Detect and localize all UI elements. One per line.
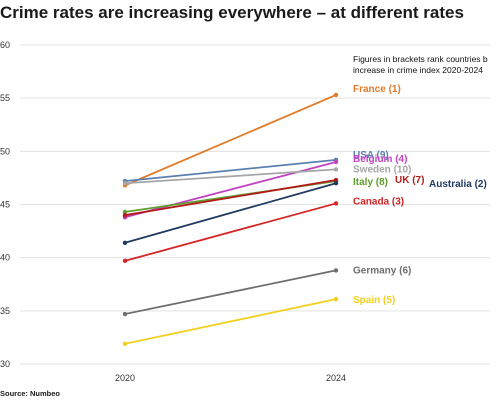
series-line [124, 298, 337, 345]
series-line [124, 179, 337, 217]
x-axis-ticks: 2020 2024 [115, 373, 346, 383]
series-labels: France (1) USA (9)Belgium (4)Sweden (10) I… [353, 84, 487, 306]
series-label: UK (7) [395, 175, 424, 186]
data-point [333, 177, 339, 183]
data-point [122, 240, 128, 245]
annotation-line-2: increase in crime index 2020-2024 [353, 65, 483, 75]
series-label: Italy (8) [353, 177, 388, 188]
series-label: Germany (6) [353, 265, 411, 276]
x-tick-label: 2020 [115, 373, 135, 383]
data-point [333, 201, 339, 206]
series-line [124, 168, 337, 185]
data-point [333, 159, 339, 165]
data-point [333, 181, 339, 186]
series-label: Spain (5) [353, 295, 395, 306]
data-point [122, 311, 128, 317]
y-tick-label: 40 [0, 253, 10, 263]
source-note: Source: Numbeo [0, 389, 60, 398]
series-label: France (1) [353, 84, 401, 95]
series-label: Australia (2) [429, 179, 487, 190]
data-point [122, 258, 128, 264]
x-tick-label: 2024 [326, 373, 346, 383]
y-tick-label: 35 [0, 306, 10, 316]
y-tick-label: 55 [0, 93, 10, 103]
y-tick-label: 45 [0, 200, 10, 210]
data-point [122, 212, 128, 218]
series-line [124, 94, 337, 187]
y-tick-label: 30 [0, 359, 10, 369]
series-label: Sweden (10) [353, 164, 411, 175]
annotation-line-1: Figures in brackets rank countries b [353, 54, 488, 64]
series-label: USA (9) [353, 150, 389, 161]
data-point [122, 181, 128, 186]
series-line [124, 182, 337, 244]
y-axis-ticks: 30 35 40 45 50 55 60 [0, 40, 10, 369]
data-point [333, 268, 339, 273]
series-line [124, 158, 337, 183]
data-point [333, 92, 339, 98]
series-line [124, 202, 337, 262]
data-point [333, 296, 339, 302]
y-tick-label: 60 [0, 40, 10, 50]
series-line [124, 269, 337, 315]
data-point [122, 209, 128, 215]
gridlines [20, 44, 490, 365]
series-label: Belgium (4) [353, 154, 407, 165]
series-label: Canada (3) [353, 196, 404, 207]
series-lines [122, 92, 339, 346]
data-point [122, 341, 128, 346]
data-point [333, 167, 339, 172]
chart-title: Crime rates are increasing everywhere – … [0, 3, 464, 22]
y-tick-label: 50 [0, 146, 10, 156]
